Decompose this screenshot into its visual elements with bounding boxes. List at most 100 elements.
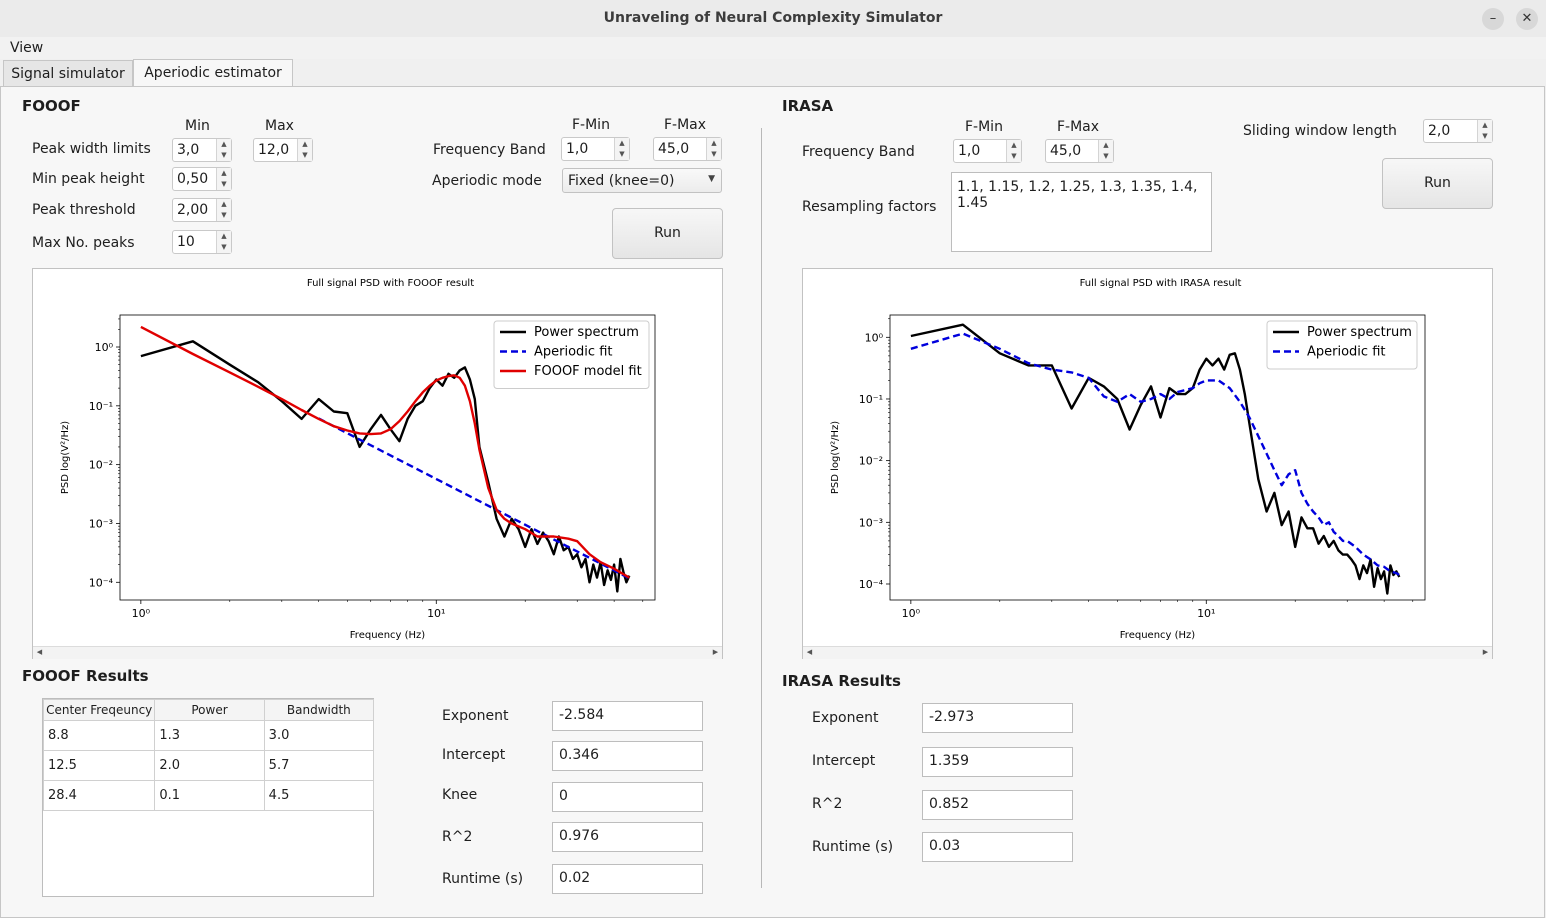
spin-arrows-icon[interactable]: ▲ ▼ [216, 231, 231, 253]
scroll-left-icon[interactable]: ◀ [806, 648, 813, 656]
fooof-knee-field[interactable]: 0 [552, 782, 703, 812]
fooof-exponent-field[interactable]: -2.584 [552, 701, 703, 731]
table-cell[interactable]: 12.5 [42, 750, 156, 781]
fooof-r2-field[interactable]: 0.976 [552, 822, 703, 852]
series-aperiodic-fit [318, 417, 630, 580]
title-bar: Unraveling of Neural Complexity Simulato… [0, 0, 1546, 38]
legend-label: Aperiodic fit [1307, 345, 1385, 360]
min-peak-height-label: Min peak height [32, 171, 145, 187]
table-cell[interactable]: 5.7 [263, 750, 375, 781]
irasa-fmin-header: F-Min [965, 119, 1003, 135]
irasa-intercept-field[interactable]: 1.359 [922, 747, 1073, 777]
y-tick-label: 10⁰ [95, 341, 114, 354]
irasa-runtime-field[interactable]: 0.03 [922, 832, 1073, 862]
irasa-exponent-field[interactable]: -2.973 [922, 703, 1073, 733]
plot-area [889, 314, 1426, 601]
spin-arrows-icon[interactable]: ▲ ▼ [1477, 120, 1492, 142]
y-tick-label: 10⁻³ [859, 516, 883, 529]
table-cell[interactable]: 3.0 [263, 720, 375, 751]
section-divider [761, 128, 762, 888]
y-tick-label: 10⁻⁴ [859, 578, 884, 591]
min-peak-height-spinbox[interactable]: 0,50 ▲ ▼ [172, 167, 232, 191]
peak-width-max-spinbox[interactable]: 12,0 ▲ ▼ [253, 138, 313, 162]
y-tick-label: 10⁻¹ [859, 393, 883, 406]
spin-arrows-icon[interactable]: ▲ ▼ [216, 168, 231, 190]
y-tick-label: 10⁻² [859, 455, 883, 468]
peak-width-min-spinbox[interactable]: 3,0 ▲ ▼ [172, 138, 232, 162]
irasa-heading: IRASA [782, 97, 834, 115]
spin-arrows-icon[interactable]: ▲ ▼ [614, 138, 629, 160]
irasa-results-heading: IRASA Results [782, 672, 901, 690]
legend-label: Aperiodic fit [534, 345, 612, 360]
max-peaks-spinbox[interactable]: 10 ▲ ▼ [172, 230, 232, 254]
peak-threshold-spinbox[interactable]: 2,00 ▲ ▼ [172, 198, 232, 222]
spin-arrows-icon[interactable]: ▲ ▼ [706, 138, 721, 160]
spin-arrows-icon[interactable]: ▲ ▼ [216, 139, 231, 161]
table-row[interactable]: 12.5 2.0 5.7 [42, 750, 375, 781]
fooof-r2-label: R^2 [442, 829, 473, 845]
chart-title: Full signal PSD with FOOOF result [307, 278, 474, 289]
minimize-button[interactable]: – [1482, 8, 1504, 30]
spin-arrows-icon[interactable]: ▲ ▼ [297, 139, 312, 161]
irasa-fmin-spinbox[interactable]: 1,0 ▲ ▼ [953, 139, 1022, 163]
menu-view[interactable]: View [10, 40, 44, 56]
table-cell[interactable]: 8.8 [42, 720, 156, 751]
y-tick-label: 10⁻³ [89, 517, 113, 530]
fooof-heading: FOOOF [22, 97, 81, 115]
scroll-left-icon[interactable]: ◀ [36, 648, 43, 656]
x-tick-label: 10⁰ [902, 607, 921, 620]
irasa-plot-scrollbar[interactable]: ◀ ▶ [803, 646, 1492, 659]
series-power-spectrum [910, 323, 1401, 595]
fooof-max-header: Max [265, 118, 294, 134]
table-cell[interactable]: 0.1 [154, 780, 265, 811]
fooof-runtime-field[interactable]: 0.02 [552, 864, 703, 894]
sliding-window-label: Sliding window length [1243, 123, 1397, 139]
fooof-intercept-field[interactable]: 0.346 [552, 741, 703, 771]
fooof-fmin-spinbox[interactable]: 1,0 ▲ ▼ [561, 137, 630, 161]
x-axis-label: Frequency (Hz) [1120, 630, 1196, 641]
table-header: Bandwidth [263, 699, 375, 721]
irasa-r2-field[interactable]: 0.852 [922, 790, 1073, 820]
irasa-runtime-label: Runtime (s) [812, 839, 894, 855]
table-cell[interactable]: 2.0 [154, 750, 265, 781]
scroll-right-icon[interactable]: ▶ [1482, 648, 1489, 656]
table-cell[interactable]: 1.3 [154, 720, 265, 751]
irasa-run-button[interactable]: Run [1382, 158, 1493, 209]
spin-arrows-icon[interactable]: ▲ ▼ [1098, 140, 1113, 162]
spin-arrows-icon[interactable]: ▲ ▼ [1006, 140, 1021, 162]
tab-signal-simulator[interactable]: Signal simulator [3, 60, 133, 87]
table-row[interactable]: 8.8 1.3 3.0 [42, 720, 375, 751]
fooof-plot-frame: Full signal PSD with FOOOF result 10⁰ 10⁻¹… [32, 268, 723, 659]
fooof-intercept-label: Intercept [442, 747, 506, 763]
chart-legend [493, 320, 650, 389]
legend-label: Power spectrum [534, 325, 639, 340]
max-peaks-label: Max No. peaks [32, 235, 135, 251]
irasa-fmax-spinbox[interactable]: 45,0 ▲ ▼ [1045, 139, 1114, 163]
tab-aperiodic-estimator[interactable]: Aperiodic estimator [133, 59, 293, 88]
y-tick-label: 10⁻¹ [89, 400, 113, 413]
y-axis-label: PSD log(V²/Hz) [60, 421, 71, 494]
close-button[interactable]: ✕ [1516, 8, 1538, 30]
irasa-frequency-band-label: Frequency Band [802, 144, 915, 160]
fooof-peaks-table[interactable]: Center Freqeuncy Power Bandwidth 8.8 1.3… [42, 698, 375, 897]
spin-arrows-icon[interactable]: ▲ ▼ [216, 199, 231, 221]
peak-threshold-label: Peak threshold [32, 202, 136, 218]
table-header: Center Freqeuncy [42, 699, 156, 721]
irasa-plot-frame: Full signal PSD with IRASA result 10⁰ 10⁻¹… [802, 268, 1493, 659]
irasa-psd-chart: Full signal PSD with IRASA result 10⁰ 10⁻¹… [830, 278, 1426, 641]
table-cell[interactable]: 4.5 [263, 780, 375, 811]
chart-title: Full signal PSD with IRASA result [1080, 278, 1242, 289]
legend-label: Power spectrum [1307, 325, 1412, 340]
plot-area [119, 314, 656, 601]
sliding-window-spinbox[interactable]: 2,0 ▲ ▼ [1423, 119, 1493, 143]
resampling-factors-textarea[interactable]: 1.1, 1.15, 1.2, 1.25, 1.3, 1.35, 1.4, 1.… [951, 172, 1212, 252]
table-row[interactable]: 28.4 0.1 4.5 [42, 780, 375, 811]
peak-width-label: Peak width limits [32, 141, 151, 157]
aperiodic-mode-dropdown[interactable]: Fixed (knee=0) ▼ [562, 168, 722, 193]
table-cell[interactable]: 28.4 [42, 780, 156, 811]
fooof-plot-scrollbar[interactable]: ◀ ▶ [33, 646, 722, 659]
fooof-fmax-spinbox[interactable]: 45,0 ▲ ▼ [653, 137, 722, 161]
fooof-run-button[interactable]: Run [612, 208, 723, 259]
chevron-down-icon: ▼ [708, 174, 715, 184]
scroll-right-icon[interactable]: ▶ [712, 648, 719, 656]
